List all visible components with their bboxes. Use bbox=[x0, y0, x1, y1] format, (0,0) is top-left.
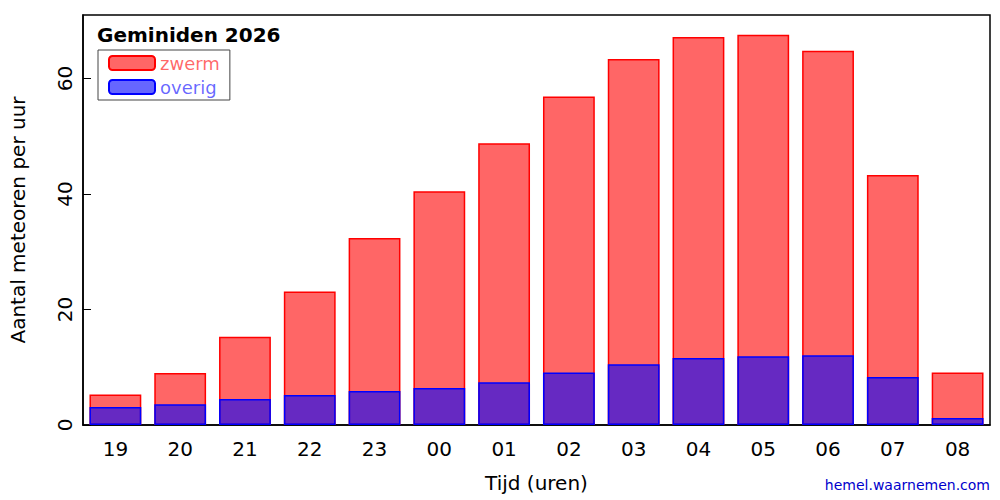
svg-text:02: 02 bbox=[556, 437, 581, 461]
svg-text:23: 23 bbox=[362, 437, 387, 461]
svg-text:03: 03 bbox=[621, 437, 646, 461]
svg-text:Tijd (uren): Tijd (uren) bbox=[484, 471, 588, 495]
svg-text:40: 40 bbox=[53, 181, 77, 206]
svg-text:21: 21 bbox=[232, 437, 257, 461]
svg-text:overig: overig bbox=[160, 77, 217, 98]
svg-text:04: 04 bbox=[686, 437, 711, 461]
svg-text:00: 00 bbox=[427, 437, 452, 461]
svg-text:08: 08 bbox=[945, 437, 970, 461]
svg-text:20: 20 bbox=[167, 437, 192, 461]
svg-text:22: 22 bbox=[297, 437, 322, 461]
svg-text:01: 01 bbox=[491, 437, 516, 461]
svg-text:19: 19 bbox=[103, 437, 128, 461]
svg-text:Aantal meteoren per uur: Aantal meteoren per uur bbox=[6, 96, 30, 344]
svg-text:05: 05 bbox=[751, 437, 776, 461]
svg-text:06: 06 bbox=[815, 437, 840, 461]
svg-text:hemel.waarnemen.com: hemel.waarnemen.com bbox=[825, 477, 990, 493]
svg-text:0: 0 bbox=[53, 419, 77, 432]
svg-text:Geminiden 2026: Geminiden 2026 bbox=[97, 23, 281, 47]
svg-text:07: 07 bbox=[880, 437, 905, 461]
svg-text:60: 60 bbox=[53, 66, 77, 91]
svg-text:zwerm: zwerm bbox=[160, 53, 220, 74]
svg-text:20: 20 bbox=[53, 297, 77, 322]
